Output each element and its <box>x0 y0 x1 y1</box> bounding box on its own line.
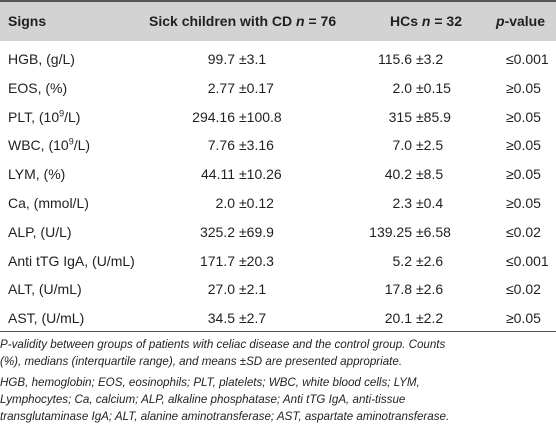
row-sign-prefix: WBC, (10 <box>8 137 69 153</box>
row-hc-sd: ±85.9 <box>416 109 451 125</box>
row-cd-sd: ±3.1 <box>239 51 267 67</box>
footnote-line-2: (%), medians (interquartile range), and … <box>0 355 403 368</box>
row-sign: HGB, (g/L) <box>8 51 75 67</box>
row-pvalue: ≥0.05 <box>506 137 541 153</box>
row-cd-mean: 7.76 <box>207 137 235 153</box>
row-hc-sd: ±2.5 <box>416 137 444 153</box>
row-pvalue: ≥0.05 <box>506 109 541 125</box>
row-sign: ALT, (U/mL) <box>8 281 82 297</box>
row-cd-mean: 294.16 <box>192 109 235 125</box>
row-sign-exponent: 9 <box>59 108 65 119</box>
header-hc-count: = 32 <box>430 13 462 29</box>
row-hc-sd: ±8.5 <box>416 166 444 182</box>
table-bottom-rule <box>0 331 556 332</box>
row-hc-mean: 40.2 <box>384 166 412 182</box>
row-pvalue: ≥0.05 <box>506 195 541 211</box>
row-cd-sd: ±20.3 <box>239 253 274 269</box>
row-sign-suffix: /L) <box>73 137 91 153</box>
table-header-band <box>0 0 556 41</box>
header-cd-label: Sick children with CD <box>149 13 297 29</box>
row-pvalue: ≤0.02 <box>506 281 541 297</box>
row-hc-mean: 7.0 <box>392 137 412 153</box>
row-sign-suffix: /L) <box>64 109 81 125</box>
row-pvalue: ≤0.001 <box>506 51 549 67</box>
row-hc-mean: 139.25 <box>369 224 412 240</box>
row-hc-sd: ±0.15 <box>416 80 451 96</box>
row-cd-mean: 171.7 <box>199 253 235 269</box>
row-cd-sd: ±3.16 <box>239 137 274 153</box>
row-cd-sd: ±100.8 <box>239 109 282 125</box>
row-pvalue: ≥0.05 <box>506 80 541 96</box>
row-cd-mean: 2.77 <box>207 80 235 96</box>
header-hc: HCs n = 32 <box>390 13 462 29</box>
row-hc-mean: 2.3 <box>392 195 412 211</box>
row-hc-sd: ±2.6 <box>416 253 444 269</box>
row-hc-sd: ±0.4 <box>416 195 444 211</box>
row-cd-sd: ±69.9 <box>239 224 274 240</box>
row-sign: Ca, (mmol/L) <box>8 195 89 211</box>
footnote-line-5: transglutaminase IgA; ALT, alanine amino… <box>0 410 450 423</box>
row-pvalue: ≥0.05 <box>506 310 541 326</box>
row-sign: Anti tTG IgA, (U/mL) <box>8 253 135 269</box>
header-pvalue: p-value <box>496 13 545 29</box>
row-sign: AST, (U/mL) <box>8 310 85 326</box>
footnote-line-3: HGB, hemoglobin; EOS, eosinophils; PLT, … <box>0 376 420 389</box>
row-sign-exponent: 9 <box>68 136 74 147</box>
row-cd-sd: ±0.17 <box>239 80 274 96</box>
row-hc-sd: ±6.58 <box>416 224 451 240</box>
header-signs: Signs <box>8 13 47 29</box>
header-cd-count: = 76 <box>304 13 337 29</box>
row-sign: ALP, (U/L) <box>8 224 72 240</box>
row-sign: PLT, (109/L) <box>8 109 80 125</box>
header-hc-label: HCs <box>390 13 422 29</box>
row-hc-mean: 20.1 <box>384 310 412 326</box>
row-hc-mean: 17.8 <box>384 281 412 297</box>
header-hc-n: n <box>421 13 431 29</box>
row-cd-sd: ±10.26 <box>239 166 282 182</box>
footnote-line-1: P-validity between groups of patients wi… <box>0 338 446 351</box>
header-p: p <box>496 13 505 29</box>
row-sign-prefix: PLT, (10 <box>8 109 60 125</box>
row-hc-mean: 315 <box>388 109 412 125</box>
row-pvalue: ≥0.05 <box>506 166 541 182</box>
row-cd-mean: 325.2 <box>199 224 235 240</box>
header-cd: Sick children with CD n = 76 <box>149 13 336 29</box>
row-cd-sd: ±2.7 <box>239 310 267 326</box>
row-pvalue: ≤0.001 <box>506 253 549 269</box>
row-hc-mean: 115.6 <box>378 51 412 67</box>
row-cd-mean: 44.11 <box>201 166 235 182</box>
header-cd-n: n <box>296 13 305 29</box>
row-cd-sd: ±0.12 <box>239 195 274 211</box>
row-hc-sd: ±2.2 <box>416 310 444 326</box>
row-hc-mean: 2.0 <box>392 80 412 96</box>
table-top-rule <box>0 0 556 2</box>
row-pvalue: ≤0.02 <box>506 224 541 240</box>
header-p-rest: -value <box>504 13 546 29</box>
row-cd-mean: 2.0 <box>215 195 235 211</box>
row-cd-mean: 27.0 <box>207 281 235 297</box>
row-sign: WBC, (109/L) <box>8 137 90 153</box>
row-cd-mean: 34.5 <box>207 310 235 326</box>
row-cd-mean: 99.7 <box>207 51 235 67</box>
row-cd-sd: ±2.1 <box>239 281 267 297</box>
row-hc-mean: 5.2 <box>392 253 412 269</box>
row-sign: EOS, (%) <box>8 80 68 96</box>
row-sign: LYM, (%) <box>8 166 66 182</box>
row-hc-sd: ±3.2 <box>416 51 444 67</box>
row-hc-sd: ±2.6 <box>416 281 444 297</box>
footnote-line-4: Lymphocytes; Ca, calcium; ALP, alkaline … <box>0 393 406 406</box>
